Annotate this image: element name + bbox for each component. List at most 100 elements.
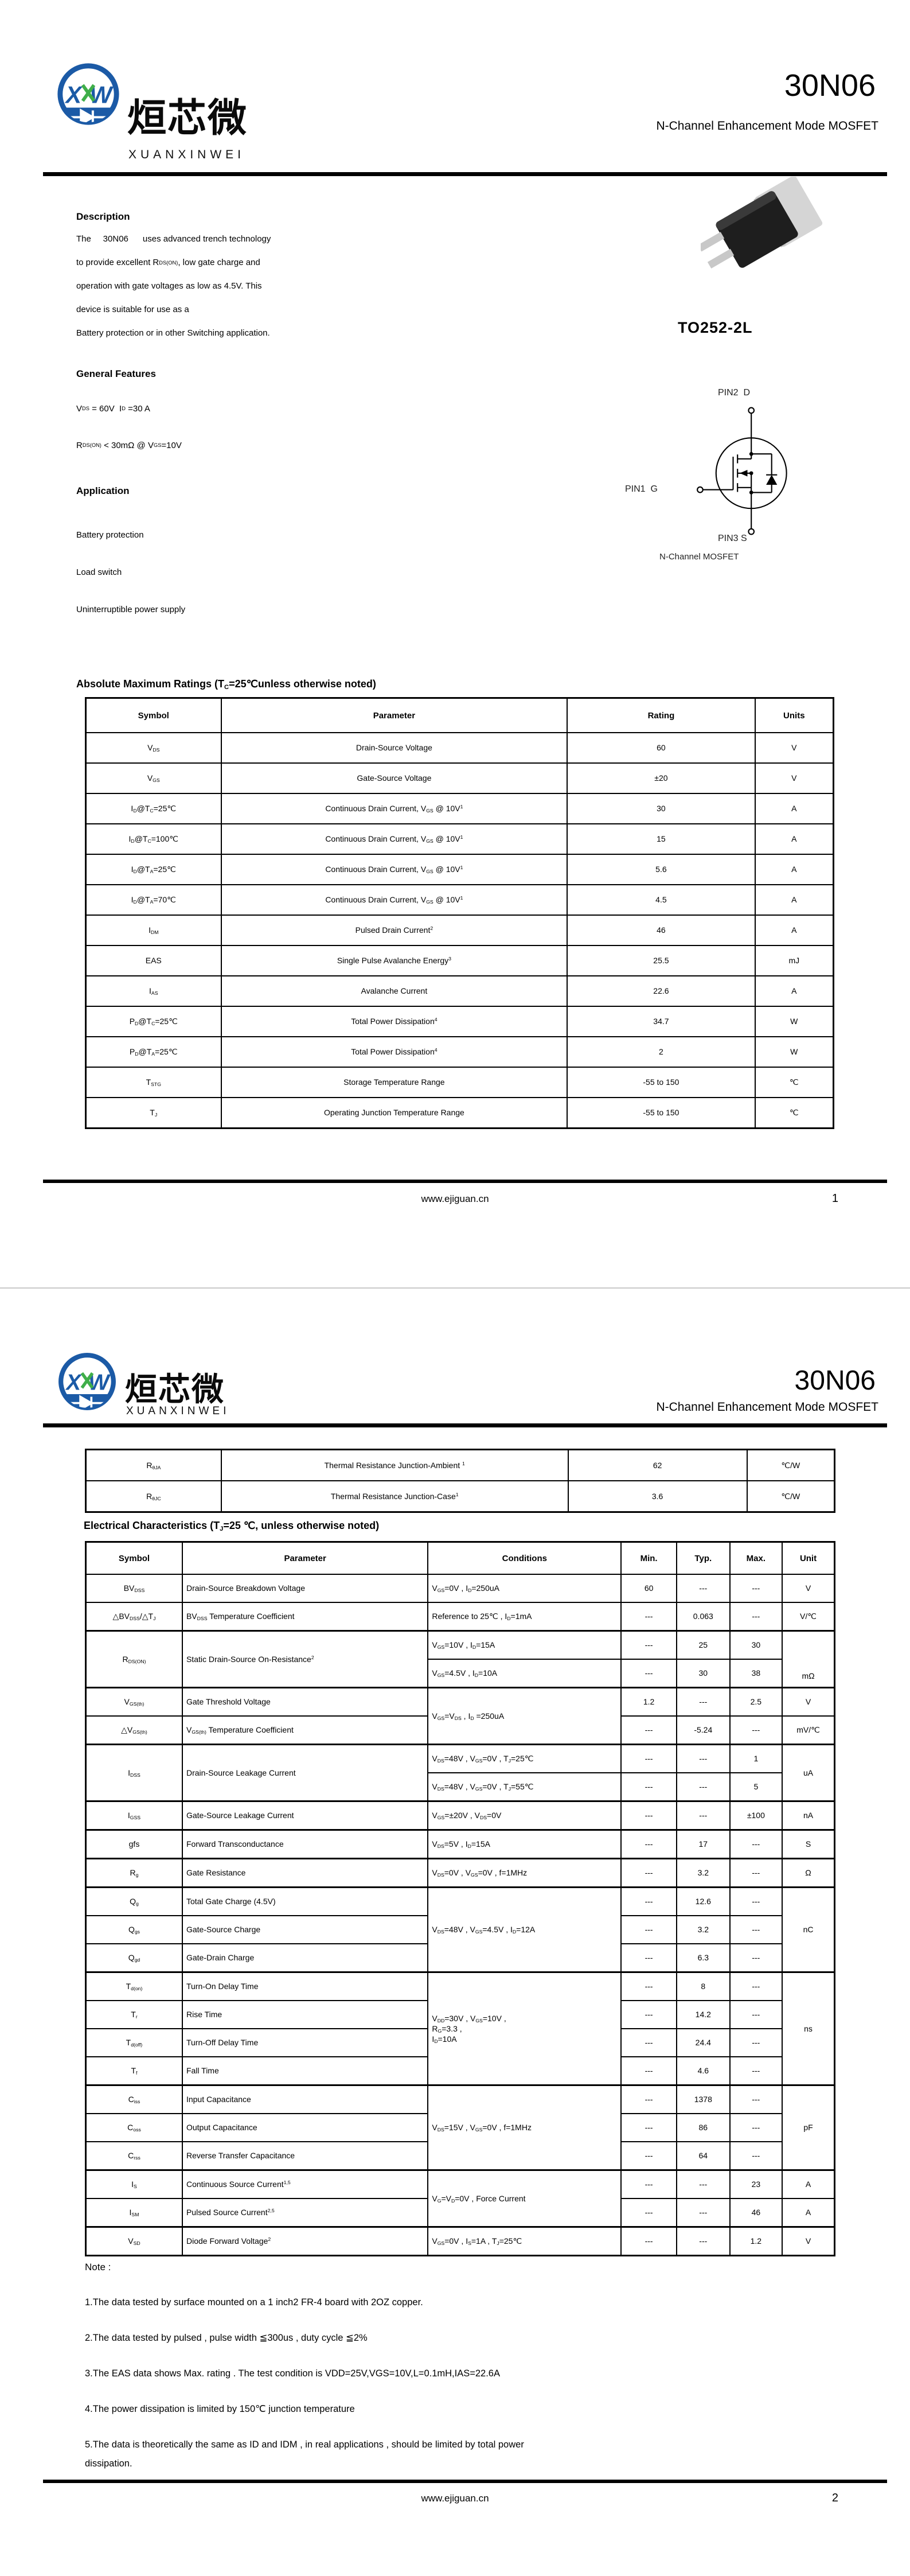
table-row: TSTG Storage Temperature Range -55 to 150 ℃: [85, 1067, 834, 1098]
table-cell: TJ: [85, 1097, 222, 1129]
table-cell: ---: [620, 2113, 677, 2142]
table-cell: Drain-Source Voltage: [220, 732, 568, 764]
table-cell: -5.24: [675, 1715, 731, 1745]
table-cell: Qgd: [85, 1943, 183, 1973]
table-row: IGSS Gate-Source Leakage Current VGS=±20V …: [85, 1800, 835, 1831]
table-cell: 1.2: [620, 1687, 677, 1717]
table-cell: VGS=0V , IS=1A , TJ=25℃: [427, 2226, 622, 2256]
table-cell: Gate-Drain Charge: [181, 1943, 429, 1973]
table-cell: ---: [729, 2141, 783, 2171]
table-cell: ---: [620, 1858, 677, 1888]
page-divider: [0, 1287, 910, 1289]
application-list: Battery protection Load switch Uninterrupt…: [76, 516, 185, 628]
table-cell: A: [754, 975, 834, 1007]
symbol-caption: N-Channel MOSFET: [659, 552, 739, 562]
table-cell: Turn-Off Delay Time: [181, 2028, 429, 2057]
table-cell: 24.4: [675, 2028, 731, 2057]
column-header: Max.: [729, 1541, 783, 1575]
table-cell: Crss: [85, 2141, 183, 2171]
table-cell: 6.3: [675, 1943, 731, 1973]
table-cell: ---: [729, 1943, 783, 1973]
table-cell: 25.5: [567, 945, 756, 976]
table-cell: Gate-Source Leakage Current: [181, 1800, 429, 1831]
table-cell: ---: [729, 2084, 783, 2114]
table-cell: ---: [729, 1574, 783, 1603]
table-cell: W: [754, 1006, 834, 1037]
table-row: ID@TC=100℃ Continuous Drain Current, VGS …: [85, 823, 834, 855]
table-cell: VDS=5V , ID=15A: [427, 1829, 622, 1859]
table-cell: Tf: [85, 2056, 183, 2086]
table-cell: 3.2: [675, 1915, 731, 1944]
table-cell: ---: [620, 2226, 677, 2256]
table-cell: VDS=48V , VGS=4.5V , ID=12A: [427, 1886, 622, 1973]
doc-subtitle: N-Channel Enhancement Mode MOSFET: [656, 119, 878, 133]
list-item: 5.The data is theoretically the same as …: [85, 2439, 524, 2469]
table-cell: ±20: [567, 762, 756, 794]
table-cell: V: [782, 1574, 835, 1603]
table-cell: IAS: [85, 975, 222, 1007]
table-cell: ---: [620, 2169, 677, 2199]
header-rule: [43, 1423, 887, 1427]
footer-website: www.ejiguan.cn: [421, 2493, 489, 2504]
table-row: Td(on) Turn-On Delay Time VDD=30V , VGS=10…: [85, 1971, 835, 2086]
table-row: Crss Reverse Transfer Capacitance --- 64 ---: [85, 2141, 835, 2171]
table-cell: △BVDSS/△TJ: [85, 1602, 183, 1632]
table-cell: 8: [675, 1971, 731, 2001]
table-cell: VGS(th) Temperature Coefficient: [181, 1715, 429, 1745]
part-number: 30N06: [794, 1365, 876, 1396]
table-row: PD@TA=25℃ Total Power Dissipation4 2 W: [85, 1036, 834, 1068]
brand-name-en: XUANXINWEI: [128, 148, 245, 161]
table-cell: VDD=30V , VGS=10V , RG=3.3 , ID=10A: [427, 1971, 622, 2086]
table-cell: A: [754, 915, 834, 946]
table-cell: ---: [675, 2198, 731, 2228]
table-header-row: Symbol Parameter Conditions Min. Typ. Max. Uni…: [85, 1541, 835, 1575]
table-cell: ---: [620, 2198, 677, 2228]
table-cell: Pulsed Source Current2,5: [181, 2198, 429, 2228]
table-cell: 23: [729, 2169, 783, 2199]
table-cell: A: [782, 2169, 835, 2199]
table-cell: Continuous Drain Current, VGS @ 10V1: [220, 854, 568, 885]
table-cell: A: [782, 2198, 835, 2228]
table-cell: -55 to 150: [567, 1097, 756, 1129]
table-cell: Rg: [85, 1858, 183, 1888]
table-row: VGS(th) Gate Threshold Voltage VGS=VDS , I…: [85, 1687, 835, 1745]
list-item: 2.The data tested by pulsed , pulse widt…: [85, 2333, 368, 2343]
table-cell: Total Power Dissipation4: [220, 1036, 568, 1068]
table-cell: Thermal Resistance Junction-Case1: [220, 1480, 569, 1513]
description-text: The 30N06 uses advanced trench technolog…: [76, 227, 501, 345]
table-cell: Tr: [85, 2000, 183, 2029]
table-cell: ---: [729, 1971, 783, 2001]
table-cell: ---: [729, 1915, 783, 1944]
table-cell: 2.5: [729, 1687, 783, 1717]
table-cell: 60: [620, 1574, 677, 1603]
table-row: Qgd Gate-Drain Charge --- 6.3 ---: [85, 1943, 835, 1973]
table-cell: VGS=4.5V , ID=10A: [427, 1659, 622, 1688]
table-row: VGS=4.5V , ID=10A --- 30 38: [86, 1659, 835, 1688]
table-row: ID@TA=70℃ Continuous Drain Current, VGS @…: [85, 884, 834, 916]
table-cell: A: [754, 884, 834, 916]
table-cell: VGS=±20V , VDS=0V: [427, 1800, 622, 1831]
table-cell: 60: [567, 732, 756, 764]
table-cell: VGS: [85, 762, 222, 794]
table-cell: Rise Time: [181, 2000, 429, 2029]
table-cell: -55 to 150: [567, 1067, 756, 1098]
page-2: X W 烜芯微 XUANXINWEI 30N06 N-Channel Enhan…: [0, 1288, 910, 2576]
table-cell: ---: [620, 1772, 677, 1802]
table-cell: 14.2: [675, 2000, 731, 2029]
column-header: Parameter: [220, 697, 568, 733]
table-cell: ---: [620, 1659, 677, 1688]
list-item: Battery protection: [76, 530, 144, 540]
part-number: 30N06: [784, 68, 876, 103]
table-cell: gfs: [85, 1829, 183, 1859]
table-cell: VGS(th): [85, 1687, 183, 1717]
list-item: Battery protection or in other Switching…: [76, 328, 270, 338]
table-cell: V: [754, 732, 834, 764]
table-cell: Td(on): [85, 1971, 183, 2001]
column-header: Conditions: [427, 1541, 622, 1575]
brand-name-cn: 烜芯微: [127, 96, 248, 140]
table-cell: Single Pulse Avalanche Energy3: [220, 945, 568, 976]
table-cell: ---: [675, 2226, 731, 2256]
table-row: IDM Pulsed Drain Current2 46 A: [85, 915, 834, 946]
table-cell: 1.2: [729, 2226, 783, 2256]
